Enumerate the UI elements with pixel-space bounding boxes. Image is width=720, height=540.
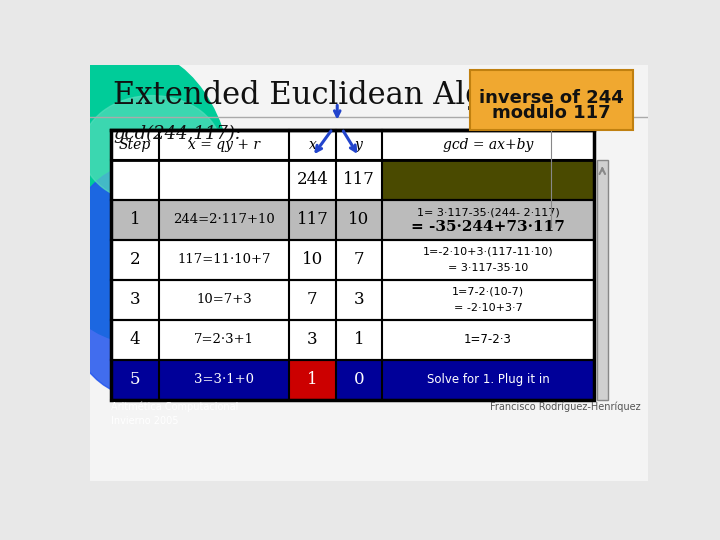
Text: 3: 3 — [130, 291, 140, 308]
Ellipse shape — [32, 49, 233, 342]
Text: Francisco Rodríguez-Henríquez: Francisco Rodríguez-Henríquez — [490, 401, 640, 412]
Text: 3: 3 — [354, 291, 364, 308]
Ellipse shape — [82, 96, 222, 204]
Text: x: x — [308, 138, 316, 152]
Text: y: y — [355, 138, 363, 152]
Bar — [111, 280, 594, 320]
Text: 244=2·117+10: 244=2·117+10 — [174, 213, 275, 226]
Bar — [111, 159, 594, 200]
Text: gcd = ax+by: gcd = ax+by — [443, 138, 533, 152]
Text: 10=7+3: 10=7+3 — [196, 293, 252, 306]
Text: 0: 0 — [354, 371, 364, 388]
Text: = -2·10+3·7: = -2·10+3·7 — [454, 302, 522, 313]
Text: 4: 4 — [130, 331, 140, 348]
Text: inverse of 244: inverse of 244 — [479, 89, 624, 107]
Text: 3: 3 — [307, 331, 318, 348]
Ellipse shape — [59, 165, 214, 396]
Text: 7=2·3+1: 7=2·3+1 — [194, 333, 254, 346]
Text: 0: 0 — [130, 171, 140, 188]
Text: 1= 3·117-35·(244- 2·117): 1= 3·117-35·(244- 2·117) — [417, 207, 559, 218]
Text: 244: 244 — [297, 171, 328, 188]
Text: x = qy + r: x = qy + r — [188, 138, 260, 152]
Text: 1: 1 — [354, 331, 364, 348]
Text: 5: 5 — [130, 371, 140, 388]
Bar — [159, 159, 289, 200]
Text: 10: 10 — [348, 211, 369, 228]
Text: –: – — [221, 173, 228, 186]
Bar — [111, 320, 594, 360]
Text: = 3·117-35·10: = 3·117-35·10 — [448, 262, 528, 273]
Text: 1=-2·10+3·(117-11·10): 1=-2·10+3·(117-11·10) — [423, 247, 553, 256]
Text: 3=3·1+0: 3=3·1+0 — [194, 373, 254, 386]
Text: 1=7-2·3: 1=7-2·3 — [464, 333, 512, 346]
Text: gcd(244,117):: gcd(244,117): — [113, 125, 241, 143]
Text: 117: 117 — [297, 211, 328, 228]
FancyBboxPatch shape — [469, 70, 632, 130]
Text: = -35·244+73·117: = -35·244+73·117 — [411, 220, 565, 234]
Text: Step: Step — [119, 138, 151, 152]
Bar — [597, 159, 608, 400]
Text: Solve for 1. Plug it in: Solve for 1. Plug it in — [426, 373, 549, 386]
Bar — [289, 159, 336, 200]
Bar — [111, 240, 594, 280]
Text: modulo 117: modulo 117 — [492, 104, 611, 122]
Text: 117=11·10+7: 117=11·10+7 — [177, 253, 271, 266]
Bar — [289, 360, 336, 400]
Text: 10: 10 — [302, 251, 323, 268]
Bar — [111, 130, 594, 400]
Circle shape — [590, 75, 625, 109]
Text: 1=7-2·(10-7): 1=7-2·(10-7) — [452, 287, 524, 296]
Bar — [336, 159, 382, 200]
Text: CINVESTAV: CINVESTAV — [593, 113, 623, 118]
Text: 1: 1 — [130, 211, 140, 228]
Circle shape — [597, 81, 618, 103]
Bar — [111, 360, 594, 400]
Text: Extended Euclidean Algorithm: Extended Euclidean Algorithm — [113, 80, 589, 111]
Bar — [111, 130, 594, 159]
Text: Aritmética Computacional
Invierno 2005: Aritmética Computacional Invierno 2005 — [111, 401, 238, 426]
Bar — [111, 200, 594, 240]
Text: 7: 7 — [307, 291, 318, 308]
Circle shape — [602, 86, 613, 97]
Text: 7: 7 — [354, 251, 364, 268]
Text: 1: 1 — [307, 371, 318, 388]
Bar — [111, 159, 159, 200]
Text: 2: 2 — [130, 251, 140, 268]
Text: 117: 117 — [343, 171, 375, 188]
